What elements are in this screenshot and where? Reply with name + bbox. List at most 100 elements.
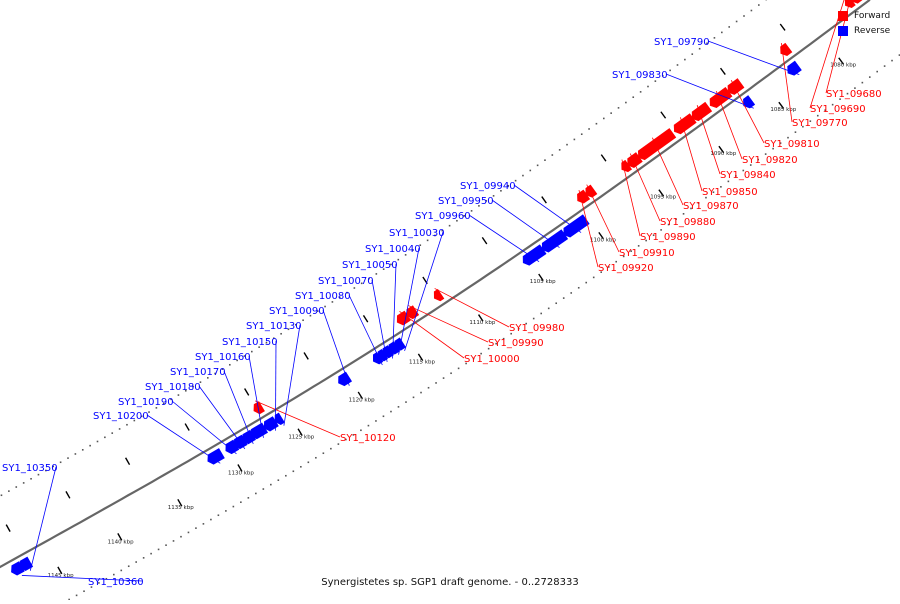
guide-dot-outer xyxy=(585,282,587,284)
guide-dot-outer xyxy=(315,457,317,459)
guide-dot-inner xyxy=(229,364,231,366)
guide-dot-inner xyxy=(736,21,738,23)
gene-label-sy1_09880: SY1_09880 xyxy=(660,217,716,228)
scale-tick xyxy=(661,112,666,118)
guide-dot-outer xyxy=(255,493,257,495)
guide-dot-inner xyxy=(699,48,701,50)
guide-dot-outer xyxy=(862,82,864,84)
gene-label-sy1_10070: SY1_10070 xyxy=(318,276,374,287)
scale-tick xyxy=(601,155,606,162)
guide-dot-outer xyxy=(458,368,460,370)
guide-dot-outer xyxy=(420,392,422,394)
legend-item-reverse: Reverse xyxy=(838,23,898,38)
guide-dot-inner xyxy=(677,64,679,66)
guide-dot-outer xyxy=(158,549,160,551)
guide-dot-outer xyxy=(817,115,819,117)
gene-leader-line xyxy=(680,117,702,191)
guide-dot-outer xyxy=(450,372,452,374)
guide-dot-outer xyxy=(195,527,197,529)
legend-item-forward: Forward xyxy=(838,8,898,23)
scale-tick-label: 1130 kbp xyxy=(228,470,254,476)
guide-dot-outer xyxy=(263,488,265,490)
guide-dot-inner xyxy=(625,102,627,104)
guide-dot-inner xyxy=(178,394,180,396)
genome-caption: Synergistetes sp. SGP1 draft genome. - 0… xyxy=(0,577,900,588)
guide-dot-inner xyxy=(728,26,730,28)
forward-swatch-icon xyxy=(838,11,848,21)
guide-dot-outer xyxy=(368,425,370,427)
guide-dot-outer xyxy=(413,397,415,399)
guide-dot-outer xyxy=(180,536,182,538)
guide-dot-outer xyxy=(188,532,190,534)
guide-dot-inner xyxy=(574,139,576,141)
guide-dot-outer xyxy=(308,461,310,463)
gene-leader-line xyxy=(514,185,581,233)
guide-dot-outer xyxy=(150,553,152,555)
guide-dot-inner xyxy=(75,453,77,455)
guide-dot-inner xyxy=(82,449,84,451)
gene-label-sy1_09810: SY1_09810 xyxy=(764,139,820,150)
gene-label-sy1_09790: SY1_09790 xyxy=(654,37,710,48)
gene-label-sy1_10200: SY1_10200 xyxy=(93,411,149,422)
scale-tick xyxy=(542,197,547,204)
guide-dot-outer xyxy=(330,448,332,450)
gene-leader-line xyxy=(697,105,720,174)
gene-label-sy1_09850: SY1_09850 xyxy=(702,187,758,198)
scale-tick-label: 1110 kbp xyxy=(469,320,495,326)
guide-dot-inner xyxy=(743,15,745,17)
strand-legend: Forward Reverse xyxy=(838,8,898,38)
guide-dot-inner xyxy=(714,37,716,39)
guide-dot-outer xyxy=(113,574,115,576)
guide-dot-outer xyxy=(143,557,145,559)
guide-dot-inner xyxy=(647,86,649,88)
guide-dot-outer xyxy=(548,308,550,310)
gene-leader-line xyxy=(147,415,220,463)
guide-dot-inner xyxy=(67,457,69,459)
guide-dot-inner xyxy=(632,96,634,98)
guide-dot-outer xyxy=(578,287,580,289)
guide-dot-outer xyxy=(135,561,137,563)
guide-dot-outer xyxy=(270,484,272,486)
guide-dot-inner xyxy=(691,53,693,55)
gene-label-sy1_10040: SY1_10040 xyxy=(365,244,421,255)
gene-label-sy1_10050: SY1_10050 xyxy=(342,260,398,271)
scale-tick-label: 1095 kbp xyxy=(650,195,676,201)
guide-dot-inner xyxy=(581,133,583,135)
guide-dot-outer xyxy=(218,514,220,516)
gene-label-sy1_09680: SY1_09680 xyxy=(826,89,882,100)
gene-leader-line xyxy=(255,401,340,437)
scale-tick xyxy=(66,491,70,498)
guide-dot-inner xyxy=(566,144,568,146)
gene-leader-line xyxy=(323,310,349,386)
legend-label-forward: Forward xyxy=(854,11,890,21)
guide-dot-outer xyxy=(203,523,205,525)
gene-leader-line xyxy=(172,401,236,454)
guide-dot-inner xyxy=(669,70,671,72)
guide-dot-outer xyxy=(891,60,893,62)
scale-tick xyxy=(780,24,785,30)
scale-tick xyxy=(6,525,10,532)
gene-feature-sy1_09870 xyxy=(638,129,676,160)
scale-tick-label: 1085 kbp xyxy=(770,107,796,113)
gene-leader-line xyxy=(469,215,539,262)
guide-dot-outer xyxy=(869,76,871,78)
gene-label-sy1_10170: SY1_10170 xyxy=(170,367,226,378)
guide-dot-outer xyxy=(165,544,167,546)
guide-dot-outer xyxy=(540,313,542,315)
guide-dot-inner xyxy=(126,424,128,426)
guide-dot-inner xyxy=(758,4,760,6)
guide-dot-inner xyxy=(8,490,10,492)
guide-dot-inner xyxy=(1,494,3,496)
guide-dot-outer xyxy=(225,510,227,512)
gene-label-sy1_10130: SY1_10130 xyxy=(246,321,302,332)
guide-dot-outer xyxy=(300,466,302,468)
gene-leader-line xyxy=(30,467,56,571)
gene-label-sy1_09830: SY1_09830 xyxy=(612,70,668,81)
guide-dot-outer xyxy=(375,420,377,422)
guide-dot-inner xyxy=(552,154,554,156)
gene-label-sy1_09820: SY1_09820 xyxy=(742,155,798,166)
guide-dot-outer xyxy=(405,401,407,403)
gene-label-sy1_09870: SY1_09870 xyxy=(683,201,739,212)
